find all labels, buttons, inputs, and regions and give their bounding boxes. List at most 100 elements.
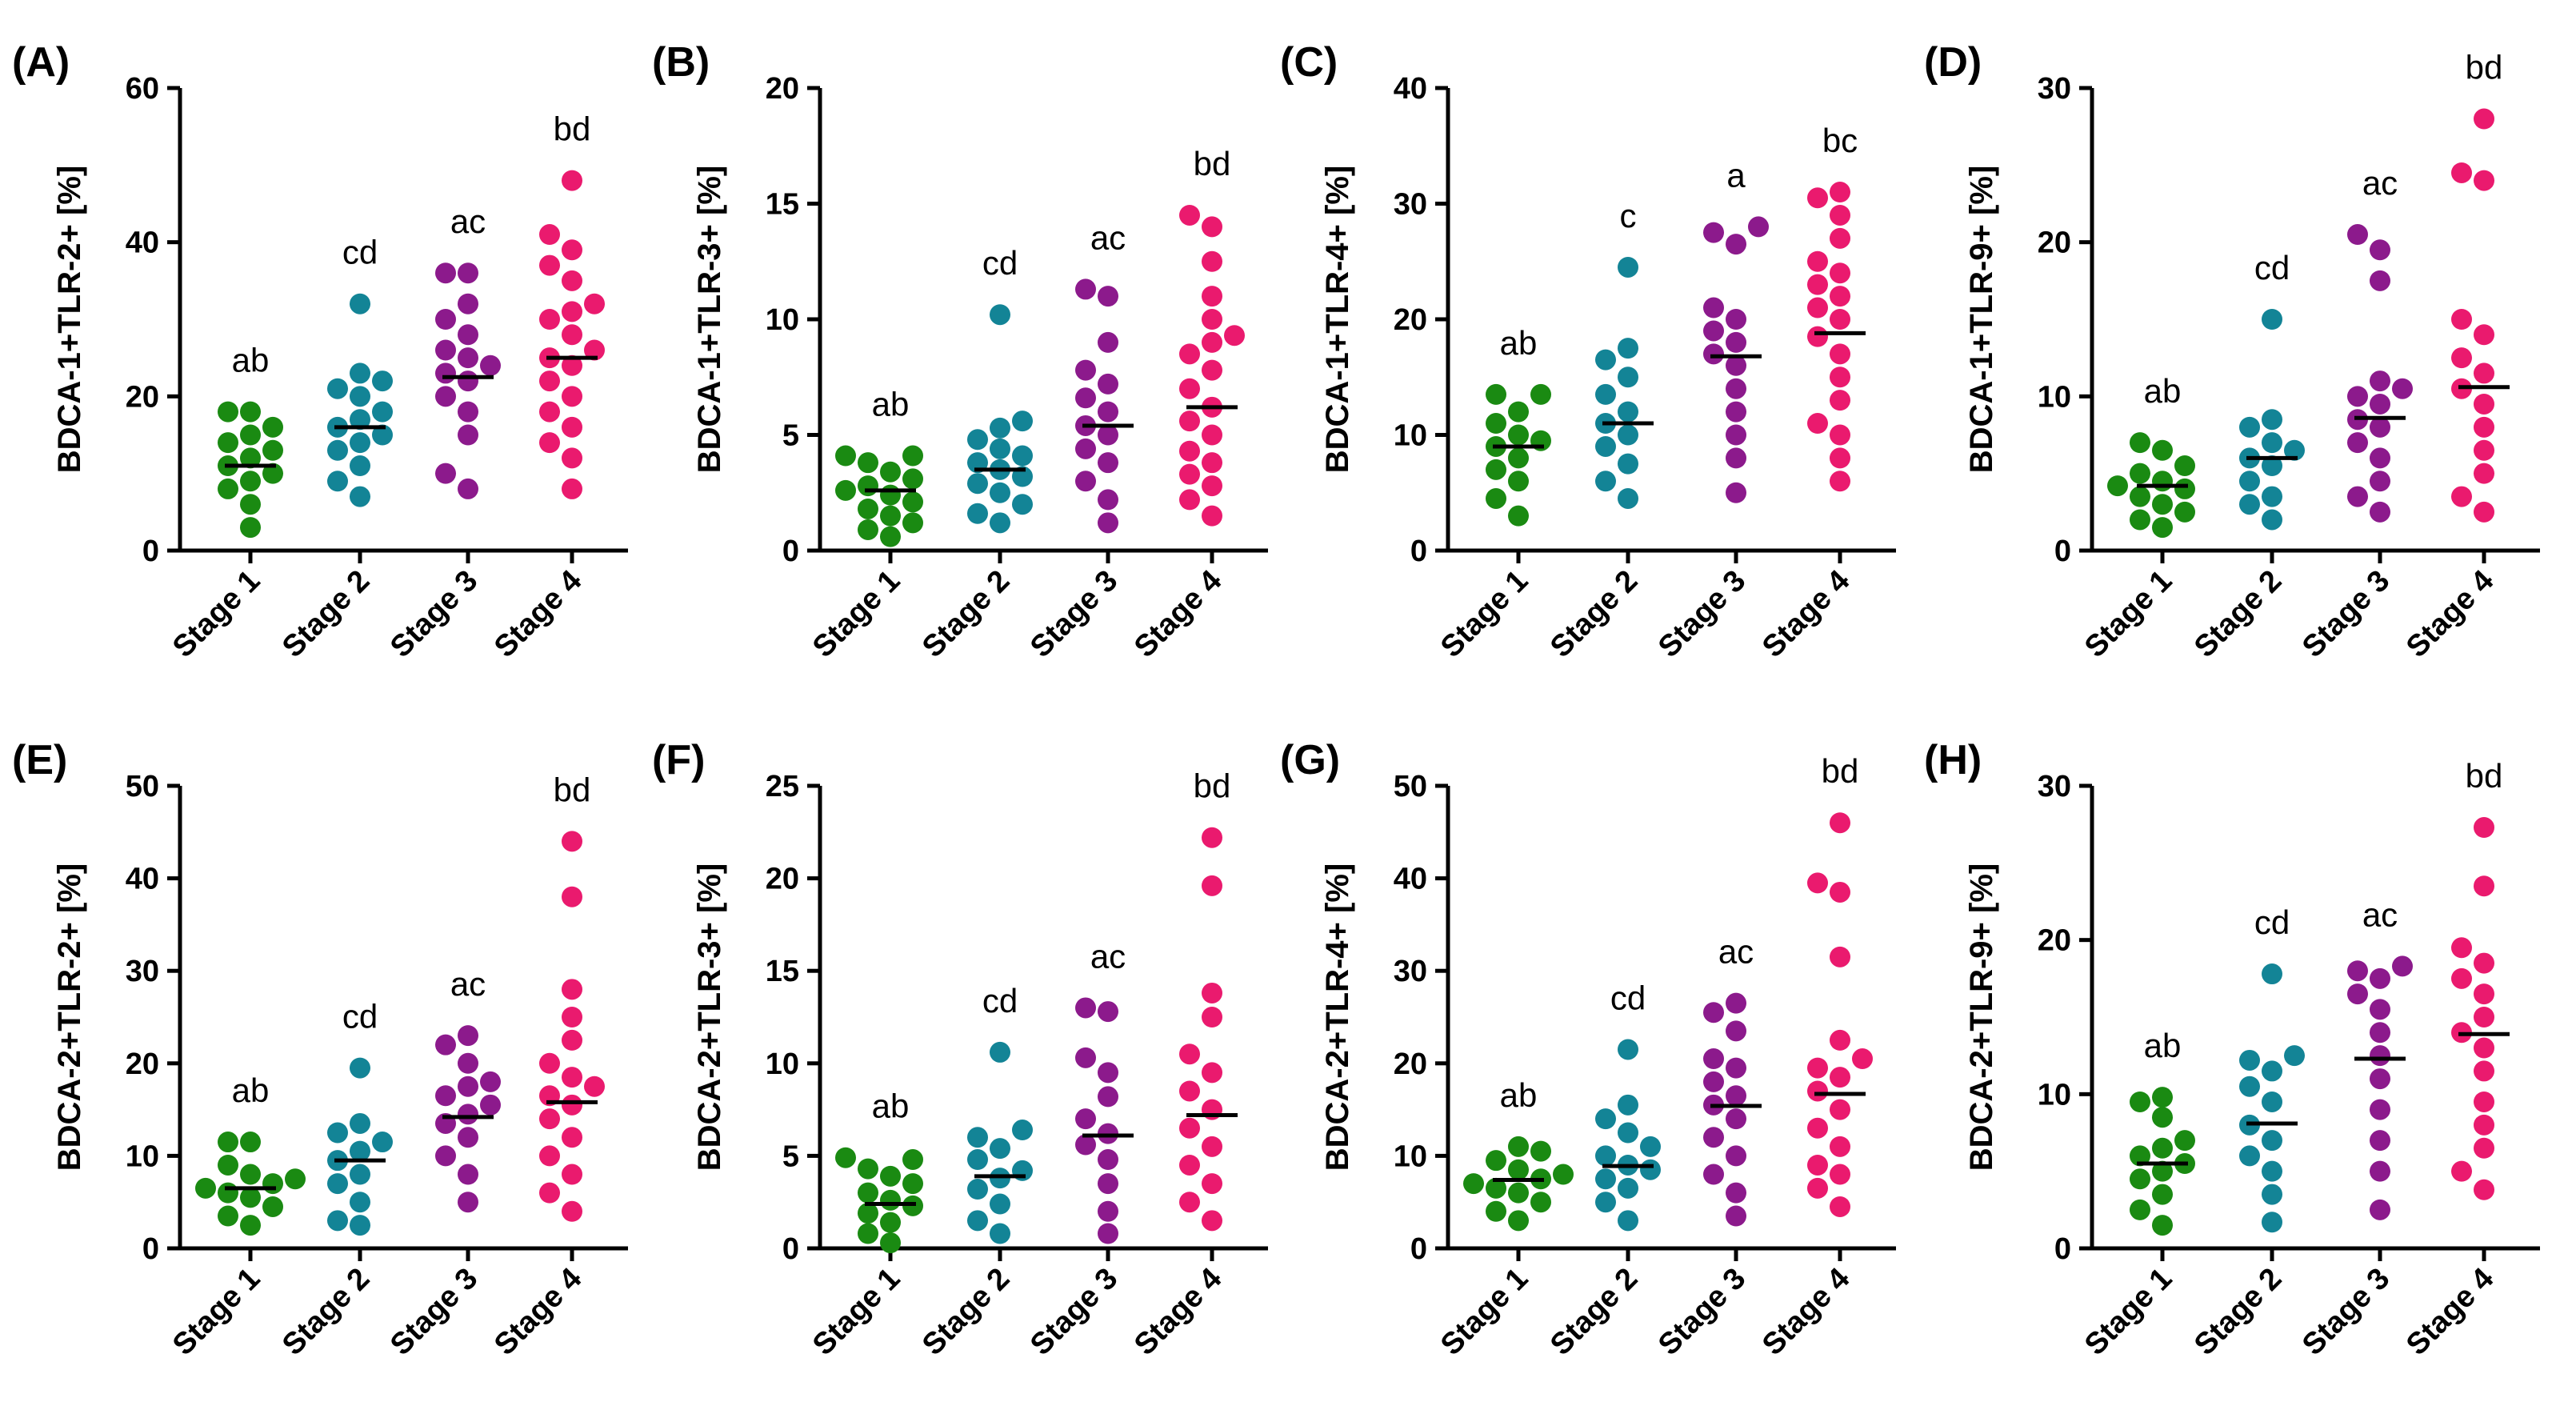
- y-tick-label: 10: [2038, 1078, 2071, 1112]
- data-point: [2474, 416, 2494, 438]
- data-point: [1830, 390, 1850, 411]
- x-tick-label: Stage 2: [916, 1262, 1016, 1362]
- data-point: [1618, 1210, 1638, 1232]
- panel-f: (F) BDCA-2+TLR-3+ [%] 0 5 10 15 20 25 Stage 1 ab S…: [652, 737, 1268, 1362]
- panel-label: (A): [12, 39, 70, 86]
- data-point: [1703, 297, 1724, 318]
- data-point: [1508, 1159, 1529, 1180]
- y-tick-label: 40: [126, 863, 159, 896]
- data-point: [562, 831, 582, 852]
- panel-label: (C): [1280, 39, 1338, 86]
- y-axis-label: BDCA-1+TLR-4+ [%]: [1320, 166, 1355, 473]
- data-point: [458, 293, 478, 314]
- y-tick-label: 5: [782, 1140, 799, 1173]
- data-point: [2130, 463, 2150, 484]
- data-point: [458, 1104, 478, 1125]
- data-point: [1807, 1154, 1828, 1176]
- y-tick-label: 20: [2038, 924, 2071, 958]
- data-point: [1202, 827, 1222, 848]
- panel-a: (A) BDCA-1+TLR-2+ [%] 0 20 40 60 Stage 1 ab Stag…: [12, 39, 628, 664]
- data-point: [858, 1223, 878, 1244]
- data-point: [240, 494, 261, 515]
- data-point: [240, 424, 261, 446]
- data-point: [1726, 992, 1746, 1014]
- y-tick-label: 10: [126, 1140, 159, 1173]
- significance-label: cd: [2254, 249, 2290, 286]
- x-tick-label: Stage 3: [2296, 564, 2396, 664]
- data-point: [1830, 424, 1850, 446]
- data-point: [967, 1149, 988, 1171]
- data-point: [2152, 471, 2173, 492]
- data-point: [1075, 438, 1096, 459]
- y-tick-label: 0: [782, 1232, 799, 1266]
- data-point: [1075, 1047, 1096, 1068]
- data-point: [2474, 1007, 2494, 1027]
- x-tick-label: Stage 1: [2078, 1262, 2178, 1362]
- data-point: [1703, 1002, 1724, 1023]
- data-point: [1640, 1136, 1661, 1157]
- data-point: [2474, 1179, 2494, 1200]
- data-point: [2239, 494, 2260, 515]
- data-point: [562, 1029, 582, 1051]
- data-point: [1179, 411, 1200, 432]
- significance-label: a: [1726, 156, 1746, 194]
- y-tick-label: 30: [1394, 188, 1427, 222]
- data-point: [350, 293, 370, 314]
- significance-label: ab: [872, 386, 910, 423]
- data-point: [902, 491, 923, 513]
- data-point: [2370, 501, 2390, 523]
- y-axis-label: BDCA-2+TLR-2+ [%]: [52, 863, 87, 1171]
- data-point: [262, 439, 283, 461]
- data-point: [562, 386, 582, 407]
- data-point: [2474, 952, 2494, 974]
- data-point: [539, 254, 560, 276]
- data-point: [1830, 343, 1850, 365]
- data-point: [1508, 1136, 1529, 1157]
- panel-label: (H): [1924, 737, 1982, 783]
- data-point: [1830, 1196, 1850, 1217]
- data-point: [880, 526, 901, 547]
- data-point: [1726, 1085, 1746, 1107]
- data-point: [435, 463, 456, 484]
- y-tick-label: 15: [766, 188, 799, 222]
- data-point: [1726, 331, 1746, 353]
- data-point: [2239, 1076, 2260, 1097]
- panel-g: (G) BDCA-2+TLR-4+ [%] 0 10 20 30 40 50 Stage 1 ab…: [1280, 737, 1896, 1362]
- data-point: [562, 270, 582, 291]
- data-point: [2130, 432, 2150, 454]
- data-point: [539, 1108, 560, 1130]
- significance-label: ac: [450, 202, 486, 240]
- data-point: [2474, 108, 2494, 130]
- data-point: [1830, 227, 1850, 249]
- data-point: [1807, 274, 1828, 295]
- x-tick-label: Stage 3: [1652, 1262, 1752, 1362]
- data-point: [2474, 501, 2494, 523]
- data-point: [350, 1215, 370, 1236]
- data-point: [2347, 983, 2368, 1005]
- data-point: [835, 445, 856, 467]
- y-tick-label: 50: [126, 770, 159, 803]
- y-tick-label: 25: [766, 770, 799, 803]
- data-point: [2451, 967, 2472, 989]
- data-point: [1012, 445, 1033, 467]
- significance-label: c: [1620, 197, 1637, 234]
- data-point: [1202, 452, 1222, 474]
- significance-label: ab: [2144, 1027, 2182, 1064]
- panel-c: (C) BDCA-1+TLR-4+ [%] 0 10 20 30 40 Stage 1 ab St…: [1280, 39, 1896, 664]
- y-tick-label: 15: [766, 955, 799, 988]
- x-tick-label: Stage 3: [384, 1262, 484, 1362]
- data-point: [1202, 1210, 1222, 1232]
- data-point: [1618, 1177, 1638, 1199]
- data-point: [262, 1173, 283, 1195]
- data-point: [1703, 343, 1724, 365]
- data-point: [2174, 478, 2195, 499]
- data-point: [1618, 1094, 1638, 1116]
- data-point: [1202, 1136, 1222, 1157]
- y-tick-label: 20: [766, 72, 799, 106]
- data-point: [562, 239, 582, 261]
- data-point: [458, 324, 478, 346]
- data-point: [1830, 1029, 1850, 1051]
- data-point: [562, 1094, 582, 1116]
- y-tick-label: 0: [2054, 1232, 2071, 1266]
- data-point: [1508, 447, 1529, 469]
